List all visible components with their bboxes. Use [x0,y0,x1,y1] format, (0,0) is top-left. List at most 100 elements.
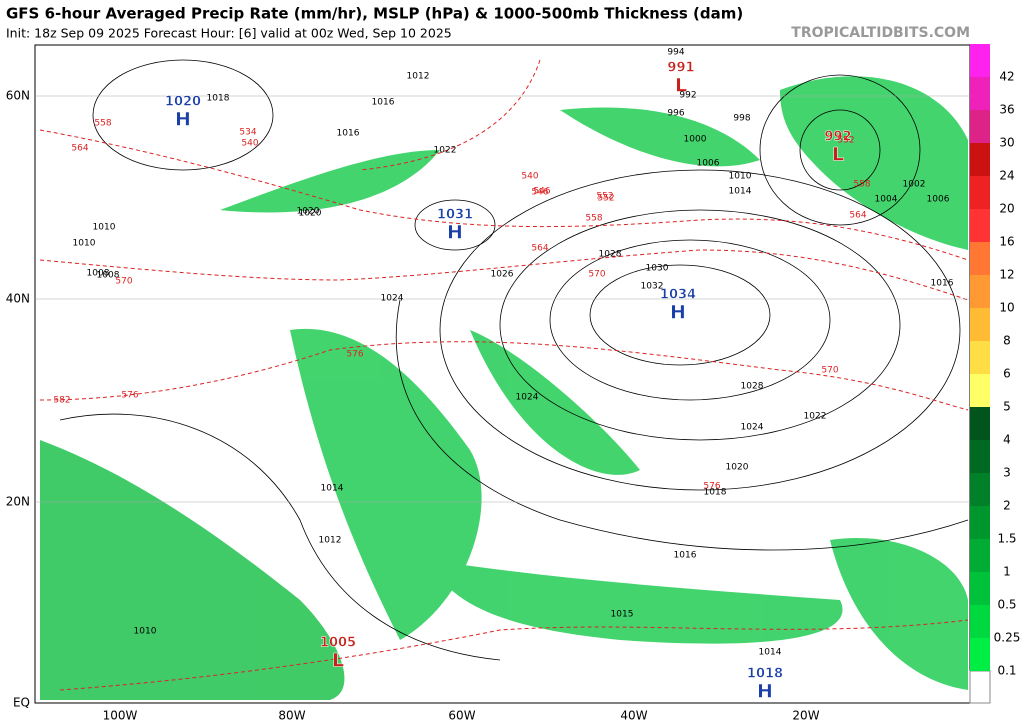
colorbar-swatch [970,473,990,506]
colorbar-swatch [970,539,990,572]
thickness-label: 552 [596,192,613,202]
isobar-label: 1018 [207,94,230,104]
center-pressure: 992 [824,130,851,145]
colorbar-label: 24 [999,169,1014,183]
thickness-label: 540 [521,172,538,182]
colorbar-label: 30 [999,136,1014,150]
isobar-label: 998 [733,114,750,124]
thickness-label: 546 [531,188,548,198]
lat-label: 40N [6,292,30,306]
site: TROPICALTIDBITS.COM [791,25,970,41]
isobar-label: 1016 [931,279,954,289]
isobar-label: 1022 [804,412,827,422]
isobar-label: 1024 [516,393,539,403]
thickness-label: 582 [53,396,70,406]
isobar-label: 1014 [321,484,344,494]
isobar-label: 1016 [337,129,360,139]
center-pressure: 1034 [660,288,696,303]
thickness-label: 564 [849,211,866,221]
colorbar-label: 2 [1003,499,1011,513]
subtitle: Init: 18z Sep 09 2025 Forecast Hour: [6]… [6,26,452,41]
colorbar-label: 8 [1003,334,1011,348]
colorbar-swatch [970,143,990,176]
colorbar-swatch [970,407,990,440]
isobar-label: 1010 [134,627,157,637]
colorbar-swatch [970,506,990,539]
thickness-label: 552 [837,136,854,146]
isobar-label: 1032 [641,282,664,292]
colorbar-label: 1 [1003,565,1011,579]
center-type: H [670,302,686,324]
center-type: L [332,650,344,672]
isobar-label: 1008 [97,271,120,281]
isobar-label: 1030 [646,264,669,274]
colorbar-label: 5 [1003,400,1011,414]
colorbar-swatch [970,440,990,473]
colorbar-label: 20 [999,202,1014,216]
isobar-label: 1015 [611,610,634,620]
colorbar-label: 36 [999,103,1014,117]
thickness-label: 558 [585,214,602,224]
colorbar-swatch [970,605,990,638]
center-type: H [757,681,773,703]
thickness-label: 576 [703,482,720,492]
isobar-label: 1006 [697,159,720,169]
center-type: L [675,75,687,97]
colorbar-label: 4 [1003,433,1011,447]
colorbar-label: 6 [1003,367,1011,381]
thickness-label: 564 [531,244,548,254]
isobar-label: 1026 [491,270,514,280]
isobar-label: 1012 [407,72,430,82]
lon-label: 20W [792,709,819,723]
isobar-label: 1010 [729,172,752,182]
isobar-label: 1022 [434,146,457,156]
thickness-label: 570 [588,270,605,280]
center-pressure: 991 [667,61,694,76]
thickness [39,59,969,691]
center-type: H [175,109,191,131]
thickness-label: 570 [115,277,132,287]
isobar-label: 1028 [599,250,622,260]
center-pressure: 1018 [747,667,783,682]
isobar-label: 1006 [927,195,950,205]
isobar-label: 1000 [684,135,707,145]
isobar-label: 1002 [903,180,926,190]
colorbar-swatch [970,308,990,341]
lat-label: 20N [6,495,30,509]
map [34,44,971,704]
isobar-label: 1018 [704,488,727,498]
thickness-label: 576 [121,391,138,401]
isobar-label: 1016 [674,551,697,561]
colorbar-swatch [970,176,990,209]
thickness-label: 540 [241,139,258,149]
lat-label: 60N [6,89,30,103]
colorbar-swatch [970,44,990,77]
thickness-label: 564 [71,144,88,154]
isobar-label: 1028 [741,382,764,392]
thickness-label: 558 [94,119,111,129]
isobar-label: 1012 [319,536,342,546]
thickness-label: 546 [533,187,550,197]
colorbar-label: 1.5 [997,532,1016,546]
colorbar-label: 10 [999,301,1014,315]
isobar-label: 1024 [381,294,404,304]
isobar-label: 996 [667,109,684,119]
colorbar-label: 3 [1003,466,1011,480]
center-pressure: 1020 [165,95,201,110]
lon-label: 40W [620,709,647,723]
colorbar-swatch [970,242,990,275]
isobar-label: 1024 [741,423,764,433]
isobar-label: 1016 [372,98,395,108]
precip [40,76,968,700]
colorbar-label: 12 [999,268,1014,282]
colorbar-swatch [970,209,990,242]
colorbar-swatch [970,110,990,143]
isobar-label: 1020 [726,463,749,473]
isobar-label: 1008 [87,269,110,279]
center-type: L [832,144,844,166]
colorbar-swatch [970,341,990,374]
thickness-label: 558 [853,180,870,190]
isobar-label: 992 [679,91,696,101]
colorbar-label: 42 [999,70,1014,84]
